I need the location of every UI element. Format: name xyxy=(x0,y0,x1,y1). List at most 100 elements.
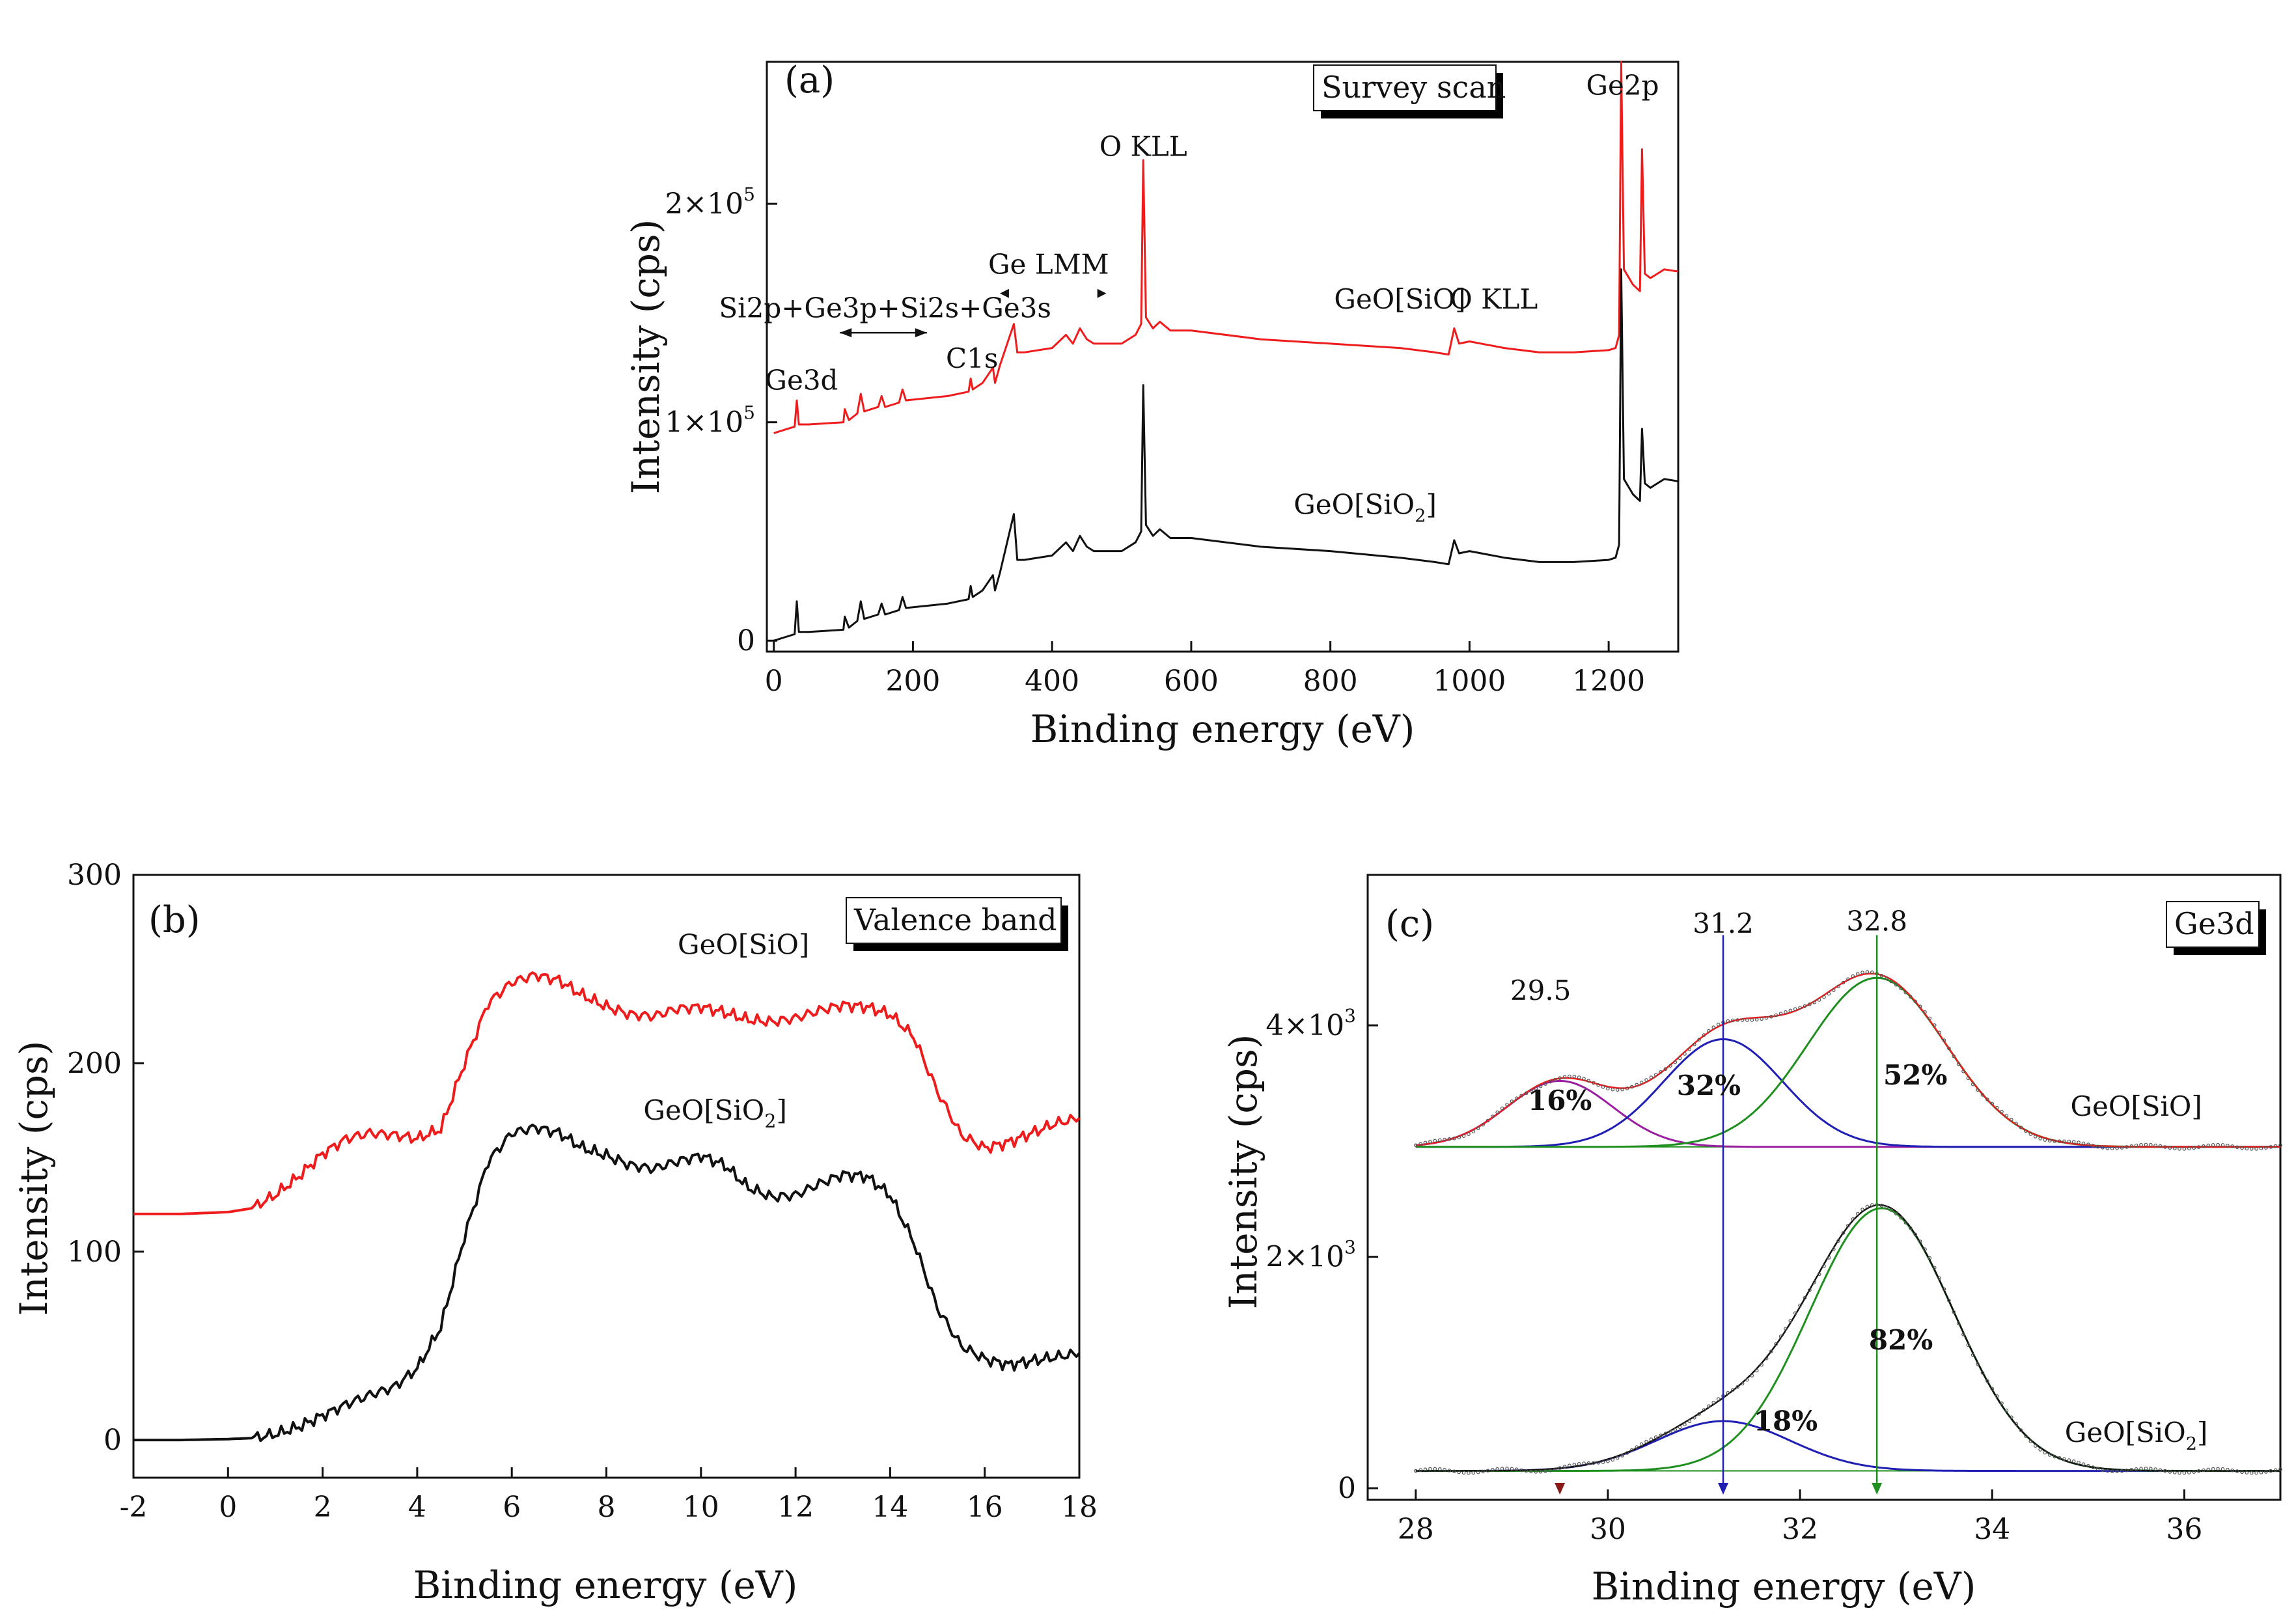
raw-data-point xyxy=(2010,1118,2013,1122)
raw-data-point xyxy=(1855,1211,1860,1216)
raw-data-point xyxy=(1437,1138,1442,1142)
raw-data-point xyxy=(2144,1467,2148,1471)
raw-data-point xyxy=(1736,1018,1740,1022)
raw-data-point xyxy=(1841,980,1846,985)
raw-data-point xyxy=(1423,1140,1428,1145)
raw-data-point xyxy=(2057,1139,2062,1144)
x-axis-label-b: Binding energy (eV) xyxy=(413,1563,798,1607)
series-line-red xyxy=(773,61,1679,434)
raw-data-point xyxy=(2134,1143,2138,1148)
raw-data-point xyxy=(2077,1140,2081,1144)
raw-data-point xyxy=(1524,1091,1528,1096)
raw-data-point xyxy=(1817,1272,1821,1277)
raw-data-point xyxy=(1879,974,1884,978)
raw-data-point xyxy=(1572,1074,1577,1079)
raw-data-point xyxy=(1653,1073,1658,1077)
raw-data-point xyxy=(2115,1146,2119,1150)
raw-data-point xyxy=(1653,1435,1658,1439)
series-line-black xyxy=(773,268,1679,642)
x-tick-label-b: 6 xyxy=(503,1491,521,1524)
raw-data-point xyxy=(1784,1010,1788,1014)
raw-data-point xyxy=(2125,1469,2129,1472)
raw-data-point xyxy=(1568,1463,1571,1468)
raw-data-point xyxy=(1899,1216,1903,1220)
raw-data-point xyxy=(1745,1018,1749,1022)
raw-data-point xyxy=(1447,1469,1452,1472)
raw-data-point xyxy=(1423,1467,1428,1472)
raw-data-point xyxy=(1961,1070,1965,1073)
raw-data-point xyxy=(1538,1470,1543,1474)
raw-data-point xyxy=(2028,1132,2033,1136)
raw-data-point xyxy=(2033,1444,2038,1448)
raw-data-point xyxy=(1870,1203,1874,1207)
x-tick-label-a: 200 xyxy=(885,665,940,698)
raw-data-point xyxy=(2168,1146,2172,1150)
raw-data-point xyxy=(1928,1256,1932,1260)
series-label: GeO[SiO2] xyxy=(643,1094,786,1132)
raw-data-point xyxy=(1961,1333,1965,1336)
raw-data-point xyxy=(2071,1140,2076,1144)
legend-box-c: Ge3d xyxy=(2166,901,2266,955)
raw-data-point xyxy=(1615,1456,1620,1460)
raw-data-point xyxy=(1778,1334,1783,1338)
raw-data-point xyxy=(1476,1126,1480,1131)
raw-data-point xyxy=(1702,1408,1706,1412)
raw-data-point xyxy=(2115,1469,2119,1474)
raw-data-point xyxy=(2129,1467,2134,1472)
peak-marker-arrow xyxy=(1718,1483,1729,1495)
y-tick-label-a: 2×105 xyxy=(665,184,755,221)
raw-data-point xyxy=(2254,1147,2258,1151)
raw-data-point xyxy=(1784,1327,1788,1331)
raw-data-point xyxy=(2038,1448,2042,1452)
raw-data-point xyxy=(2000,1402,2004,1405)
raw-data-point xyxy=(2235,1145,2239,1150)
raw-data-point xyxy=(1990,1101,1995,1106)
raw-data-point xyxy=(1750,1374,1754,1377)
raw-data-point xyxy=(1620,1087,1624,1092)
raw-data-point xyxy=(1909,1226,1913,1230)
raw-data-point xyxy=(1471,1471,1476,1475)
raw-data-point xyxy=(2019,1428,2023,1432)
raw-data-point xyxy=(1481,1469,1485,1474)
raw-data-point xyxy=(2053,1454,2057,1459)
raw-data-point xyxy=(1562,1075,1567,1079)
annotation-label: Si2p+Ge3p+Si2s+Ge3s xyxy=(719,292,1051,324)
raw-data-point xyxy=(1928,1016,1932,1021)
raw-data-point xyxy=(1726,1390,1730,1395)
raw-data-point xyxy=(2273,1468,2278,1472)
raw-data-point xyxy=(1476,1470,1480,1474)
raw-data-point xyxy=(1827,991,1831,996)
raw-data-point xyxy=(1534,1086,1538,1090)
plot-frame-a xyxy=(766,61,1680,653)
raw-data-point xyxy=(1418,1142,1423,1146)
raw-data-point xyxy=(2206,1143,2211,1148)
raw-data-point xyxy=(2192,1146,2196,1150)
raw-data-point xyxy=(1577,1075,1581,1079)
x-axis-label-c: Binding energy (eV) xyxy=(1592,1564,1976,1609)
raw-data-point xyxy=(1798,1006,1802,1010)
raw-data-point xyxy=(1553,1077,1557,1082)
raw-data-point xyxy=(1918,1004,1922,1008)
raw-data-point xyxy=(1788,1008,1793,1013)
raw-data-point xyxy=(1851,974,1855,978)
panel-label-b: (b) xyxy=(148,899,201,941)
raw-data-point xyxy=(1851,1217,1855,1221)
raw-data-point xyxy=(1822,1264,1826,1268)
raw-data-point xyxy=(2259,1471,2263,1474)
raw-data-point xyxy=(2024,1434,2028,1438)
x-tick-label-b: 16 xyxy=(967,1491,1003,1524)
raw-data-point xyxy=(1971,1353,1975,1357)
raw-data-point xyxy=(1418,1468,1423,1472)
raw-data-point xyxy=(2105,1146,2110,1150)
raw-data-point xyxy=(2254,1471,2258,1475)
raw-data-point xyxy=(1750,1018,1754,1022)
peak-position-label: 31.2 xyxy=(1693,907,1754,939)
raw-data-point xyxy=(1711,1025,1716,1030)
raw-data-point xyxy=(2172,1146,2177,1151)
raw-data-point xyxy=(1443,1137,1446,1142)
raw-data-point xyxy=(2230,1144,2235,1148)
raw-data-point xyxy=(2206,1467,2211,1472)
raw-data-point xyxy=(1697,1038,1701,1042)
raw-data-point xyxy=(1995,1105,1999,1110)
y-tick-label-a: 1×105 xyxy=(665,402,755,439)
